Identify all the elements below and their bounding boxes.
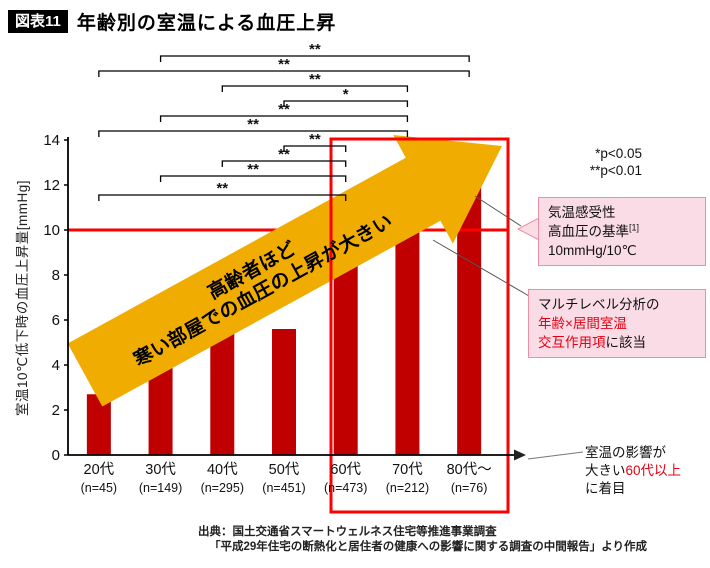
connector-focus-note: [527, 451, 584, 460]
x-category-label: 30代: [145, 461, 176, 478]
focus-note-line1: 室温の影響が: [585, 445, 666, 460]
x-category-label: 70代: [392, 461, 423, 478]
callout1-line3: 10mmHg/10℃: [548, 243, 637, 258]
connector-callout2: [432, 239, 530, 297]
callout1-line1: 気温感受性: [548, 205, 616, 220]
callout2-line3-black: に該当: [605, 335, 647, 350]
significance-bracket: [159, 175, 347, 182]
source-attribution: 出典：国土交通省スマートウェルネス住宅等推進事業調査 「平成29年住宅の断熱化と…: [198, 525, 647, 555]
x-category-label: 20代: [84, 461, 115, 478]
big-arrow: [67, 135, 502, 407]
significance-bracket: [98, 70, 470, 77]
x-category-label: 60代: [330, 461, 361, 478]
significance-label: **: [309, 41, 321, 58]
bar-50代: [272, 329, 296, 455]
bar-20代: [86, 394, 111, 455]
figure-title: 年齢別の室温による血圧上昇: [76, 13, 337, 34]
significance-label: **: [216, 180, 228, 197]
significance-label: **: [278, 101, 290, 118]
callout1-line2: 高血圧の基準[1]: [548, 222, 696, 241]
callout2-line3-red: 交互作用項: [538, 335, 606, 350]
focus-note: 室温の影響が 大きい60代以上 に着目: [585, 444, 681, 498]
significance-bracket: [159, 55, 470, 62]
x-count-label: (n=45): [81, 481, 117, 495]
y-tick-label: 4: [52, 357, 60, 374]
bar-70代: [395, 212, 420, 455]
y-tick-label: 0: [52, 447, 60, 464]
x-axis-arrowhead: [514, 449, 526, 461]
focus-note-line2: 大きい60代以上: [585, 462, 681, 480]
significance-bracket: [221, 85, 409, 92]
pvalue-note-1: *p<0.05: [595, 146, 642, 161]
x-category-label: 50代: [269, 461, 300, 478]
focus-note-line3: に着目: [585, 481, 626, 496]
callout-multilevel-analysis: マルチレベル分析の 年齢×居間室温 交互作用項に該当: [528, 289, 706, 358]
bar-60代: [333, 254, 358, 455]
figure-number-badge: 図表11: [8, 9, 68, 34]
significance-bracket: [283, 145, 347, 152]
pvalue-note-2: **p<0.01: [589, 163, 642, 178]
x-count-label: (n=451): [262, 481, 305, 495]
significance-label: **: [247, 161, 259, 178]
focus-note-line2-pre: 大きい: [585, 463, 626, 478]
significance-legend: *p<0.05 **p<0.01: [560, 145, 642, 179]
y-tick-label: 12: [43, 177, 60, 194]
y-tick-label: 10: [43, 222, 60, 239]
x-count-label: (n=212): [386, 481, 429, 495]
x-count-label: (n=149): [139, 481, 182, 495]
significance-bracket: [283, 100, 409, 107]
highlight-box: [329, 137, 510, 514]
source-line2: 「平成29年住宅の断熱化と居住者の健康への影響に関する調査の中間報告」より作成: [209, 541, 648, 553]
x-category-label: 80代～: [447, 461, 492, 478]
y-axis-title: 室温10℃低下時の血圧上昇量[mmHg]: [15, 180, 30, 416]
callout2-line2: 年齢×居間室温: [538, 316, 627, 331]
significance-label: **: [309, 131, 321, 148]
focus-note-line2-red: 60代以上: [625, 463, 682, 478]
y-tick-label: 2: [52, 402, 60, 419]
figure-header: 図表11 年齢別の室温による血圧上昇: [8, 8, 336, 35]
significance-bracket: [159, 115, 409, 122]
source-line1: 出典：国土交通省スマートウェルネス住宅等推進事業調査: [198, 526, 497, 538]
significance-bracket: [98, 194, 347, 201]
y-tick-label: 14: [43, 132, 60, 149]
callout2-line3: 交互作用項に該当: [538, 333, 696, 352]
callout2-line1: マルチレベル分析の: [538, 297, 660, 312]
significance-label: **: [278, 146, 290, 163]
connector-callout1: [474, 195, 522, 227]
callout1-tail: [516, 217, 540, 241]
callout1-footnote-ref: [1]: [629, 222, 640, 233]
callout-temperature-sensitivity: 気温感受性 高血圧の基準[1] 10mmHg/10℃: [538, 197, 706, 266]
y-tick-label: 8: [52, 267, 60, 284]
x-category-label: 40代: [207, 461, 238, 478]
callout1-line2-text: 高血圧の基準: [548, 224, 629, 239]
significance-label: **: [247, 116, 259, 133]
significance-label: *: [343, 86, 349, 103]
significance-bracket: [98, 130, 409, 137]
x-count-label: (n=473): [324, 481, 367, 495]
y-tick-label: 6: [52, 312, 60, 329]
x-count-label: (n=295): [201, 481, 244, 495]
significance-label: **: [309, 71, 321, 88]
significance-label: **: [278, 56, 290, 73]
x-count-label: (n=76): [451, 481, 487, 495]
significance-bracket: [221, 160, 347, 167]
bar-80代～: [457, 182, 482, 455]
